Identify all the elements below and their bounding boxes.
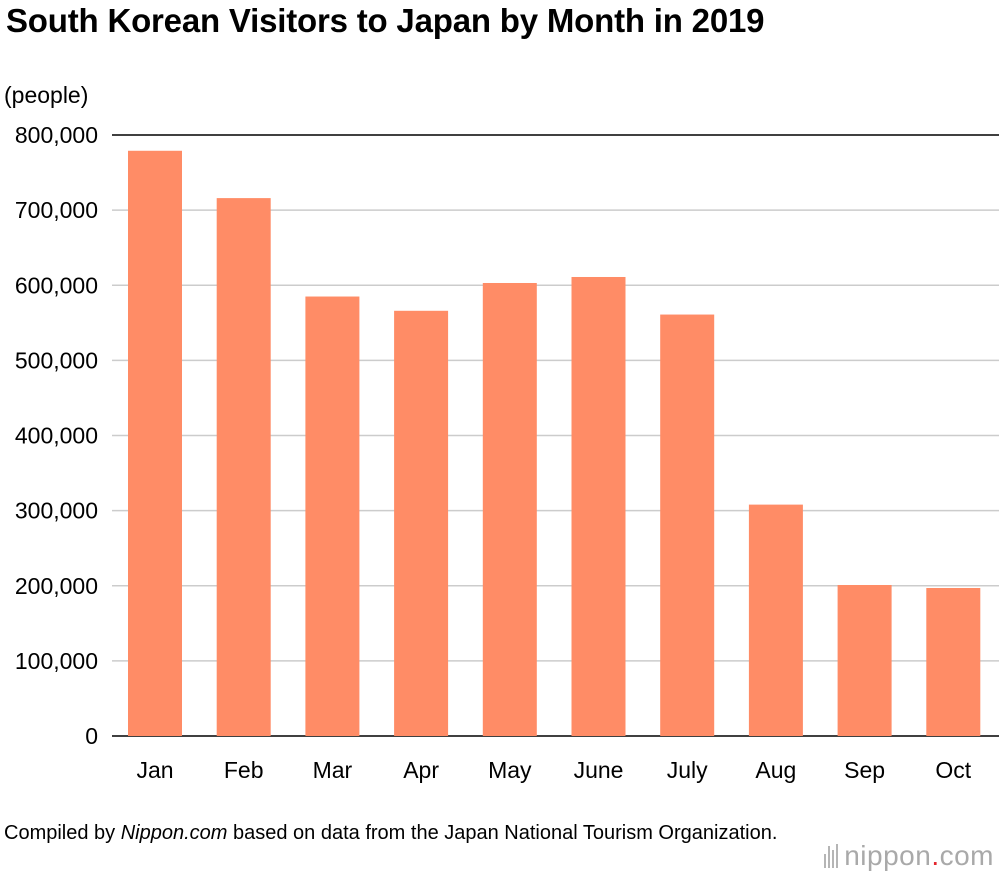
x-tick-label: Aug [755, 757, 796, 783]
x-tick-label: Oct [935, 757, 971, 783]
source-suffix: based on data from the Japan National To… [227, 822, 778, 844]
y-axis-unit-label: (people) [4, 82, 89, 108]
logo-text-right: com [939, 840, 994, 871]
bar [305, 296, 360, 736]
x-tick-label: Sep [844, 757, 885, 783]
bar [926, 588, 981, 736]
y-tick-label: 700,000 [15, 197, 98, 223]
logo-dot: . [931, 840, 940, 871]
x-tick-label: Mar [313, 757, 353, 783]
y-tick-label: 500,000 [15, 347, 98, 373]
x-tick-label: July [667, 757, 708, 783]
x-tick-label: June [574, 757, 624, 783]
bar [216, 198, 271, 737]
bar [394, 310, 449, 736]
logo-text-left: nippon [844, 840, 932, 871]
x-axis-tick-labels: Jan Feb Mar Apr May June July Aug Sep Oct [136, 757, 971, 783]
y-tick-label: 200,000 [15, 573, 98, 599]
source-site: Nippon.com [120, 822, 228, 844]
y-tick-label: 300,000 [15, 498, 98, 524]
y-tick-label: 800,000 [15, 122, 98, 148]
y-axis-tick-labels: 0 100,000 200,000 300,000 400,000 500,000 600,… [15, 122, 98, 749]
logo-bars-icon [824, 844, 839, 868]
y-tick-label: 600,000 [15, 272, 98, 298]
bar [748, 504, 803, 736]
source-note: Compiled by Nippon.com based on data fro… [4, 820, 777, 847]
x-tick-label: Jan [136, 757, 173, 783]
source-prefix: Compiled by [4, 822, 121, 844]
y-tick-label: 400,000 [15, 423, 98, 449]
bars [128, 150, 981, 737]
y-tick-label: 100,000 [15, 648, 98, 674]
bar [128, 150, 182, 736]
x-tick-label: May [488, 757, 532, 783]
x-tick-label: Apr [403, 757, 439, 783]
y-tick-label: 0 [85, 723, 98, 749]
bar [482, 282, 537, 736]
x-tick-label: Feb [224, 757, 264, 783]
bar [837, 584, 892, 736]
bar [571, 276, 626, 736]
chart-title: South Korean Visitors to Japan by Month … [6, 2, 765, 39]
nippon-logo: nippon. com [824, 840, 994, 872]
bar [660, 314, 715, 736]
